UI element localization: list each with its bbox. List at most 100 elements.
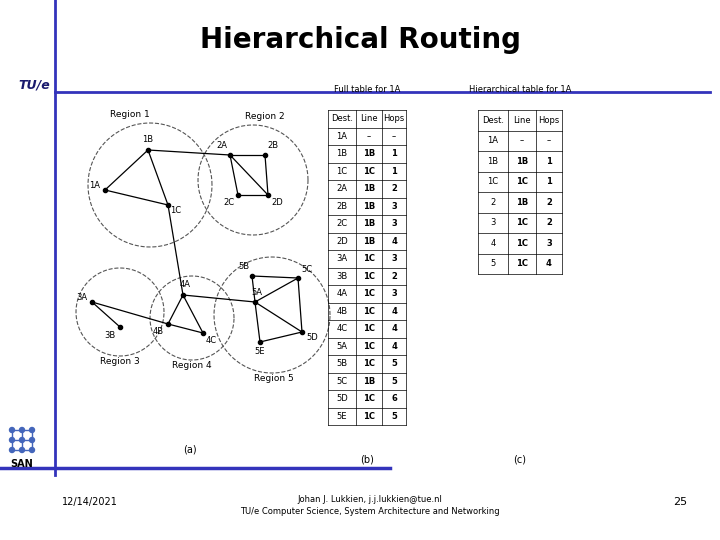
- Text: 3: 3: [391, 219, 397, 228]
- Text: Line: Line: [360, 114, 378, 123]
- Text: 1B: 1B: [143, 135, 153, 144]
- Text: (c): (c): [513, 454, 526, 464]
- Circle shape: [30, 428, 35, 433]
- Text: 4: 4: [391, 342, 397, 351]
- Circle shape: [30, 437, 35, 442]
- Text: 1C: 1C: [363, 254, 375, 263]
- Text: –: –: [392, 132, 396, 141]
- Text: 25: 25: [673, 497, 687, 507]
- Text: Region 2: Region 2: [246, 112, 285, 121]
- Text: 1C: 1C: [363, 307, 375, 316]
- Text: 5: 5: [490, 259, 495, 268]
- Text: 3A: 3A: [76, 293, 88, 302]
- Text: 1C: 1C: [363, 272, 375, 281]
- Text: 4: 4: [546, 259, 552, 268]
- Text: 2C: 2C: [223, 198, 235, 207]
- Text: 1B: 1B: [336, 149, 348, 158]
- Text: 1B: 1B: [516, 157, 528, 166]
- Text: Dest.: Dest.: [331, 114, 353, 123]
- Text: 1: 1: [391, 149, 397, 158]
- Text: 1C: 1C: [516, 239, 528, 248]
- Circle shape: [19, 428, 24, 433]
- Text: 5C: 5C: [302, 265, 312, 274]
- Circle shape: [9, 448, 14, 453]
- Text: 1: 1: [546, 177, 552, 186]
- Text: 2: 2: [546, 198, 552, 207]
- Text: 2: 2: [490, 198, 495, 207]
- Text: 5: 5: [391, 359, 397, 368]
- Text: 1: 1: [546, 157, 552, 166]
- Text: TU/e: TU/e: [18, 78, 50, 91]
- Text: 1C: 1C: [516, 177, 528, 186]
- Text: 1B: 1B: [487, 157, 498, 166]
- Text: Dest.: Dest.: [482, 116, 504, 125]
- Text: 1B: 1B: [363, 377, 375, 386]
- Circle shape: [19, 437, 24, 442]
- Circle shape: [9, 428, 14, 433]
- Text: 1C: 1C: [171, 206, 181, 215]
- Text: 5E: 5E: [255, 347, 265, 356]
- Text: 2D: 2D: [271, 198, 283, 207]
- Text: 3: 3: [391, 289, 397, 298]
- Text: 4: 4: [391, 307, 397, 316]
- Text: –: –: [520, 136, 524, 145]
- Text: 4A: 4A: [179, 280, 191, 289]
- Text: 2: 2: [546, 218, 552, 227]
- Text: 1C: 1C: [363, 167, 375, 176]
- Text: 1: 1: [391, 167, 397, 176]
- Text: 1C: 1C: [363, 324, 375, 333]
- Text: Line: Line: [513, 116, 531, 125]
- Text: Region 4: Region 4: [172, 361, 212, 370]
- Text: Hierarchical Routing: Hierarchical Routing: [199, 26, 521, 54]
- Text: –: –: [367, 132, 371, 141]
- Text: 4: 4: [490, 239, 495, 248]
- Text: 2B: 2B: [267, 141, 279, 150]
- Text: 3: 3: [490, 218, 495, 227]
- Text: 1B: 1B: [363, 202, 375, 211]
- Text: 2C: 2C: [336, 219, 348, 228]
- Text: 1B: 1B: [363, 184, 375, 193]
- Text: Region 1: Region 1: [110, 110, 150, 119]
- Circle shape: [30, 448, 35, 453]
- Text: 1A: 1A: [89, 181, 101, 190]
- Text: Region 3: Region 3: [100, 357, 140, 366]
- Text: 5: 5: [391, 411, 397, 421]
- Text: 1C: 1C: [363, 342, 375, 351]
- Text: 3: 3: [391, 202, 397, 211]
- Text: (b): (b): [360, 454, 374, 464]
- Text: 5D: 5D: [306, 333, 318, 342]
- Text: 1C: 1C: [487, 177, 498, 186]
- Text: 1A: 1A: [336, 132, 348, 141]
- Text: 2: 2: [391, 184, 397, 193]
- Text: 5D: 5D: [336, 394, 348, 403]
- Text: Hops: Hops: [383, 114, 405, 123]
- Text: 1B: 1B: [363, 149, 375, 158]
- Text: 3B: 3B: [104, 331, 116, 340]
- Text: 1B: 1B: [363, 219, 375, 228]
- Text: 1C: 1C: [363, 289, 375, 298]
- Text: 4C: 4C: [205, 336, 217, 345]
- Text: 2A: 2A: [336, 184, 348, 193]
- Text: 1C: 1C: [363, 411, 375, 421]
- Text: 5A: 5A: [336, 342, 348, 351]
- Text: 2B: 2B: [336, 202, 348, 211]
- Text: 1C: 1C: [363, 359, 375, 368]
- Text: 4B: 4B: [336, 307, 348, 316]
- Text: 5E: 5E: [337, 411, 347, 421]
- Text: 4A: 4A: [336, 289, 348, 298]
- Text: 4C: 4C: [336, 324, 348, 333]
- Text: –: –: [547, 136, 551, 145]
- Text: Hops: Hops: [539, 116, 559, 125]
- Text: 3: 3: [546, 239, 552, 248]
- Text: 1C: 1C: [336, 167, 348, 176]
- Text: 3B: 3B: [336, 272, 348, 281]
- Text: 4: 4: [391, 237, 397, 246]
- Text: SAN: SAN: [11, 459, 33, 469]
- Text: Region 5: Region 5: [254, 374, 294, 383]
- Text: 5B: 5B: [336, 359, 348, 368]
- Text: 2: 2: [391, 272, 397, 281]
- Text: 12/14/2021: 12/14/2021: [62, 497, 118, 507]
- Text: Johan J. Lukkien, j.j.lukkien@tue.nl: Johan J. Lukkien, j.j.lukkien@tue.nl: [297, 496, 442, 504]
- Text: 5A: 5A: [251, 288, 263, 297]
- Text: 5C: 5C: [336, 377, 348, 386]
